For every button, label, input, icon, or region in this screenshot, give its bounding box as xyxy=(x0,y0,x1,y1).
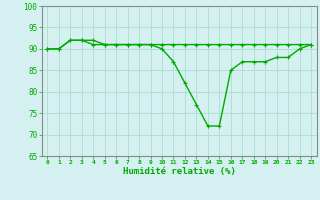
X-axis label: Humidité relative (%): Humidité relative (%) xyxy=(123,167,236,176)
